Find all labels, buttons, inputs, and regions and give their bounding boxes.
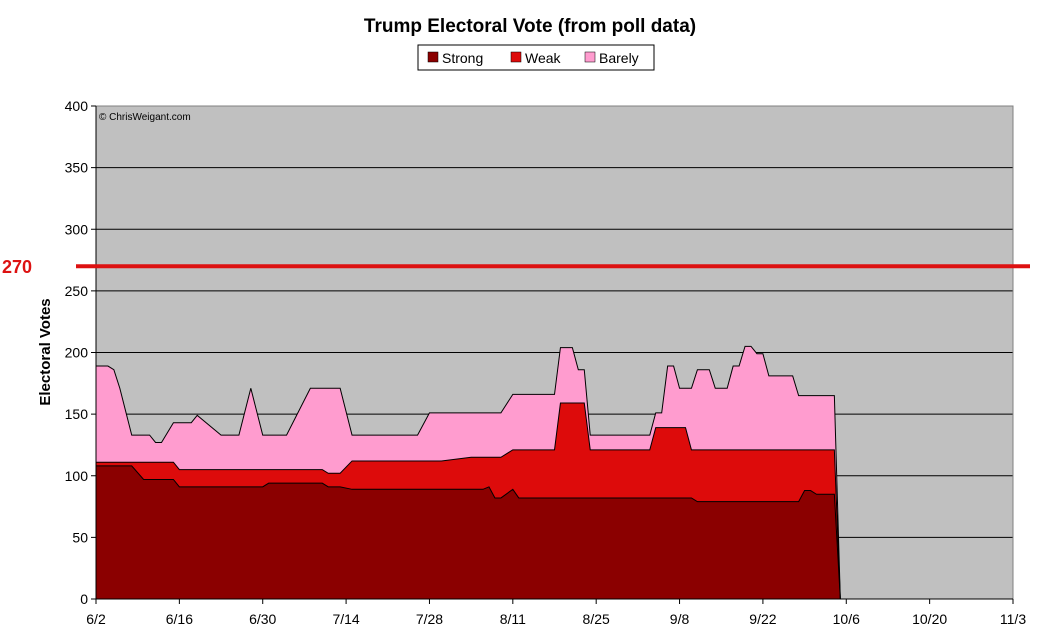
y-tick-label-350: 350 (65, 160, 89, 176)
x-tick-label: 10/6 (833, 611, 860, 627)
x-tick-label: 8/11 (500, 611, 526, 627)
legend-label-weak: Weak (525, 50, 562, 66)
legend: Strong Weak Barely (417, 44, 655, 71)
x-tick-label: 8/25 (583, 611, 610, 627)
credit-text: © ChrisWeigant.com (99, 112, 191, 123)
y-tick-label-150: 150 (65, 406, 89, 422)
legend-swatch-barely (584, 51, 596, 63)
series-area-weak (96, 403, 841, 599)
series-line-weak (96, 402, 841, 600)
y-tick-label-300: 300 (65, 221, 89, 237)
x-tick-labels: 6/2 6/16 6/30 7/14 7/28 8/11 8/25 9/8 9/22 10/6 10… (86, 599, 1026, 627)
series-line-strong (96, 465, 841, 600)
series-area-barely (96, 346, 841, 599)
area-series (96, 345, 841, 600)
x-tick-label: 11/3 (1000, 611, 1026, 627)
series-area-strong (96, 465, 841, 599)
x-tick-label: 6/2 (86, 611, 106, 627)
legend-swatch-strong (427, 51, 439, 63)
legend-swatch-weak (510, 51, 522, 63)
y-tick-label-400: 400 (65, 98, 89, 114)
series-line-barely (96, 345, 841, 600)
x-tick-label: 9/22 (749, 611, 776, 627)
y-tick-label-200: 200 (65, 345, 89, 361)
y-tick-label-50: 50 (72, 529, 88, 545)
y-tick-label-250: 250 (65, 283, 89, 299)
y-axis-label: Electoral Votes (37, 298, 54, 405)
x-tick-label: 9/8 (670, 611, 690, 627)
x-tick-label: 6/16 (166, 611, 193, 627)
y-tick-label-0: 0 (80, 591, 88, 607)
x-tick-label: 7/28 (416, 611, 443, 627)
y-tick-label-100: 100 (65, 468, 89, 484)
chart-title: Trump Electoral Vote (from poll data) (364, 16, 696, 37)
legend-label-strong: Strong (442, 50, 483, 66)
y-tick-labels: 0 50 100 150 200 250 300 350 400 (65, 98, 96, 607)
reference-line-270: 270 (2, 257, 1030, 277)
reference-line-label: 270 (2, 257, 32, 277)
x-tick-label: 6/30 (249, 611, 276, 627)
legend-label-barely: Barely (599, 50, 639, 66)
x-tick-label: 10/20 (912, 611, 947, 627)
x-tick-label: 7/14 (332, 611, 359, 627)
legend-box (417, 44, 655, 71)
